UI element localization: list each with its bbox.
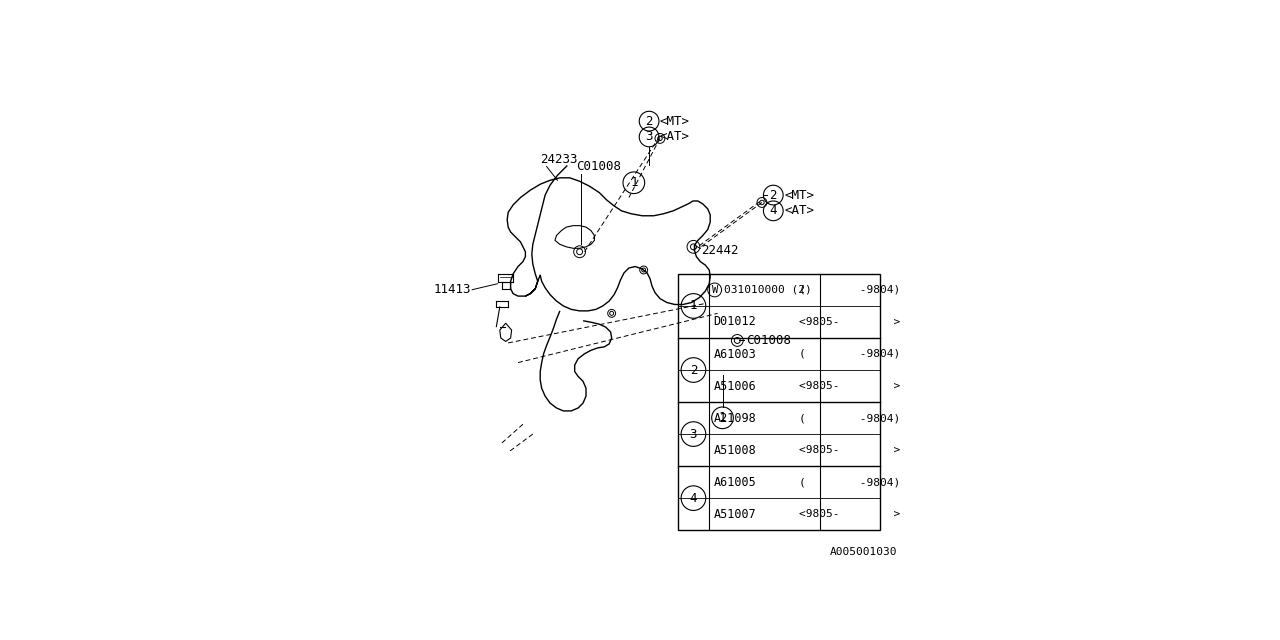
Text: C01008: C01008 bbox=[746, 334, 791, 347]
Text: <9805-        >: <9805- > bbox=[799, 317, 901, 327]
Text: 1: 1 bbox=[690, 300, 698, 312]
Text: C01008: C01008 bbox=[576, 160, 621, 173]
Text: <AT>: <AT> bbox=[660, 131, 690, 143]
Text: (        -9804): ( -9804) bbox=[799, 285, 901, 295]
Text: 24233: 24233 bbox=[540, 152, 577, 166]
Text: 2: 2 bbox=[769, 189, 777, 202]
Text: A21098: A21098 bbox=[714, 412, 756, 424]
Text: 3: 3 bbox=[690, 428, 698, 440]
Text: A61005: A61005 bbox=[714, 476, 756, 488]
Text: W: W bbox=[712, 285, 718, 295]
Text: 1: 1 bbox=[719, 412, 726, 424]
Text: <MT>: <MT> bbox=[785, 189, 814, 202]
Bar bbox=[678, 274, 881, 530]
Text: <9805-        >: <9805- > bbox=[799, 509, 901, 519]
Text: A61003: A61003 bbox=[714, 348, 756, 360]
Text: 031010000 (2): 031010000 (2) bbox=[723, 285, 812, 295]
Text: A51006: A51006 bbox=[714, 380, 756, 392]
Text: 1: 1 bbox=[630, 176, 637, 189]
Text: A005001030: A005001030 bbox=[829, 547, 897, 557]
Text: <MT>: <MT> bbox=[660, 115, 690, 127]
Text: 2: 2 bbox=[645, 115, 653, 127]
Text: 11413: 11413 bbox=[434, 283, 471, 296]
Text: <9805-        >: <9805- > bbox=[799, 445, 901, 455]
Text: 2: 2 bbox=[690, 364, 698, 376]
Text: <AT>: <AT> bbox=[785, 204, 814, 218]
Text: <9805-        >: <9805- > bbox=[799, 381, 901, 391]
Text: D01012: D01012 bbox=[714, 316, 756, 328]
Text: 4: 4 bbox=[690, 492, 698, 505]
Text: 3: 3 bbox=[645, 131, 653, 143]
Text: (        -9804): ( -9804) bbox=[799, 477, 901, 487]
Text: 4: 4 bbox=[769, 204, 777, 218]
Text: 22442: 22442 bbox=[701, 244, 739, 257]
Text: A51007: A51007 bbox=[714, 508, 756, 521]
Text: (        -9804): ( -9804) bbox=[799, 413, 901, 423]
Text: (        -9804): ( -9804) bbox=[799, 349, 901, 359]
Text: A51008: A51008 bbox=[714, 444, 756, 456]
